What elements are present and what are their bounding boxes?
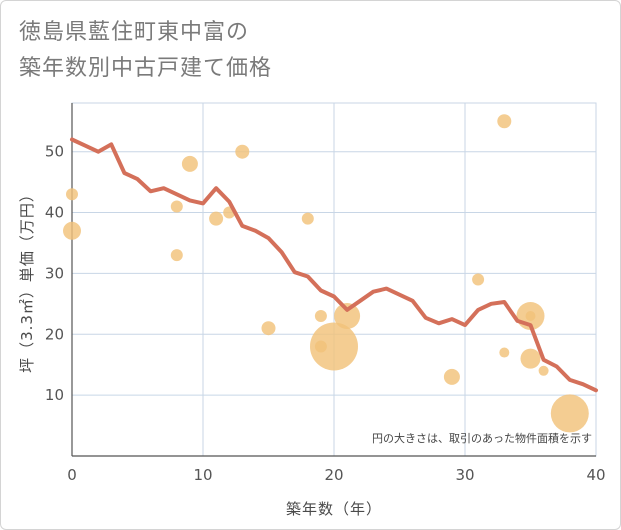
data-bubble <box>525 311 536 322</box>
data-bubble <box>66 188 78 201</box>
gridlines <box>71 102 597 457</box>
title-line-1: 徳島県藍住町東中富の <box>19 20 250 45</box>
data-bubble <box>520 348 541 369</box>
data-bubble <box>63 221 81 240</box>
x-axis-title: 築年数（年） <box>286 500 382 518</box>
x-tick-label: 20 <box>324 466 343 484</box>
tick-labels: 0 10 20 30 40 10 20 30 40 50 <box>45 143 606 484</box>
data-bubble <box>209 211 224 226</box>
size-note: 円の大きさは、取引のあった物件面積を示す <box>372 431 592 445</box>
data-bubble <box>472 273 485 286</box>
data-bubble <box>235 144 250 159</box>
data-bubble <box>170 249 183 262</box>
data-bubble <box>550 394 589 433</box>
data-bubble <box>314 310 327 323</box>
data-bubble <box>310 322 358 371</box>
data-bubble <box>334 303 361 330</box>
data-bubble <box>499 347 510 358</box>
y-tick-label: 10 <box>45 386 64 404</box>
data-bubble <box>261 321 276 336</box>
data-bubble <box>181 155 198 172</box>
data-bubble <box>497 114 512 129</box>
data-bubble <box>443 368 460 385</box>
y-tick-label: 30 <box>45 264 64 282</box>
data-bubble <box>538 365 549 376</box>
page-title: 徳島県藍住町東中富の 築年数別中古戸建て価格 <box>19 15 272 87</box>
y-axis-title: 坪（3.3㎡）単価（万円） <box>18 186 36 373</box>
x-tick-label: 0 <box>67 466 77 484</box>
trend-line <box>70 137 598 393</box>
bubbles-layer <box>63 114 589 433</box>
x-tick-label: 40 <box>586 466 605 484</box>
x-tick-label: 10 <box>193 466 212 484</box>
title-line-2: 築年数別中古戸建て価格 <box>19 56 273 81</box>
y-tick-label: 50 <box>45 143 64 161</box>
trend-layer <box>70 137 598 393</box>
x-tick-label: 30 <box>455 466 474 484</box>
y-tick-label: 40 <box>45 204 64 222</box>
data-bubble <box>170 200 183 213</box>
y-tick-label: 20 <box>45 325 64 343</box>
data-bubble <box>301 212 314 225</box>
